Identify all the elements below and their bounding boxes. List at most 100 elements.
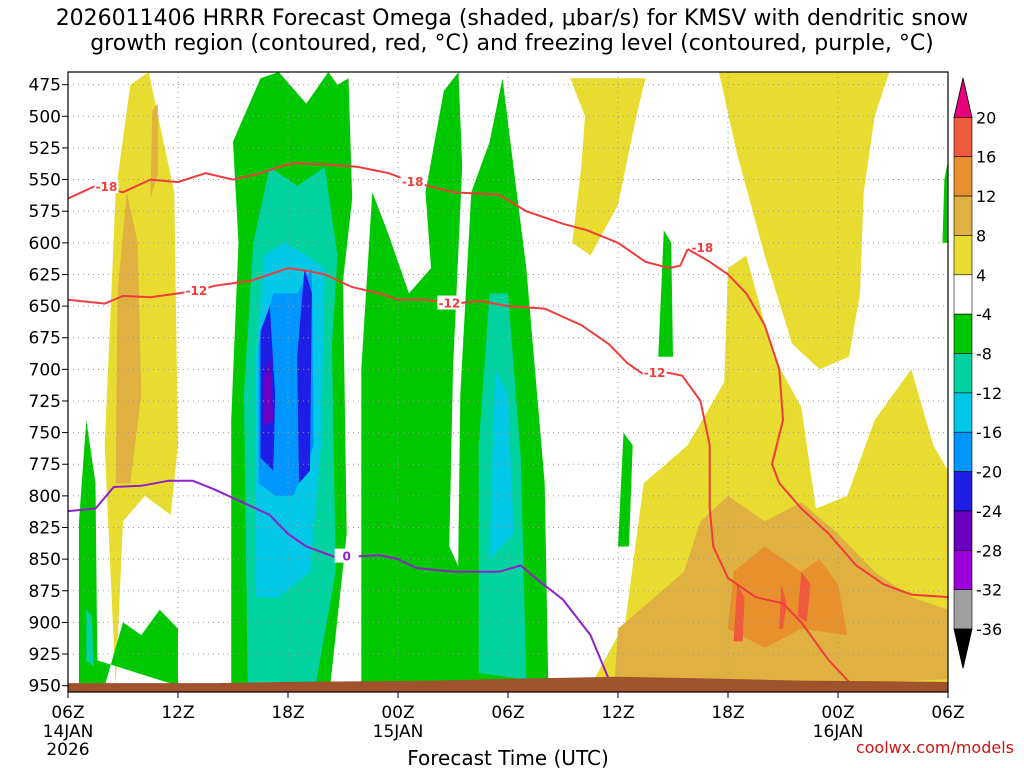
y-tick-label: 775 (29, 455, 61, 475)
green-column-06-07z (79, 420, 178, 686)
dgz-minus18-contour-label-bg (400, 174, 425, 189)
yellow-column-06-12z (104, 72, 178, 686)
colorbar-label: 12 (976, 187, 996, 206)
x-tick-label: 06Z (931, 703, 964, 723)
y-tick-label: 525 (29, 139, 61, 159)
colorbar-bin (953, 117, 973, 158)
red-core-20z (779, 584, 787, 629)
x-date-label: 14JAN (43, 722, 94, 742)
navy-core-19z (297, 268, 312, 484)
colorbar-label: -20 (976, 463, 1002, 482)
ground-fill (68, 676, 948, 692)
y-tick-label: 500 (29, 107, 61, 127)
colorbar-bin (953, 235, 973, 276)
colorbar-label: -24 (976, 502, 1002, 521)
x-tick-label: 12Z (161, 703, 194, 723)
red-core-22z (797, 571, 811, 623)
y-tick-label: 475 (29, 76, 61, 96)
colorbar-bin (953, 431, 973, 472)
y-tick-label: 900 (29, 613, 61, 633)
y-tick-label: 875 (29, 582, 61, 602)
green-edge-05z (942, 160, 948, 243)
orange-streak-10z (150, 103, 158, 199)
colorbar-label: 8 (976, 226, 986, 245)
colorbar-label: 4 (976, 266, 986, 285)
dgz-minus18-contour-label: -18 (402, 175, 424, 189)
colorbar-label: 16 (976, 148, 996, 167)
dgz-minus18-contour-label-bg (94, 179, 119, 194)
site-credit[interactable]: coolwx.com/models (856, 738, 1014, 757)
x-date-label: 15JAN (373, 722, 424, 742)
dgz-minus12-contour (68, 267, 948, 687)
y-tick-label: 950 (29, 677, 61, 697)
colorbar-bin (953, 392, 973, 433)
colorbar-label: -12 (976, 384, 1002, 403)
dgz-minus12-contour-label: -12 (185, 284, 207, 298)
y-tick-label: 800 (29, 487, 61, 507)
y-tick-label: 700 (29, 360, 61, 380)
x-tick-label: 00Z (381, 703, 414, 723)
colorbar-top-arrow (953, 77, 973, 118)
y-tick-label: 725 (29, 392, 61, 412)
colorbar-bin (953, 195, 973, 236)
x-tick-label: 12Z (601, 703, 634, 723)
chart-title-line1: 2026011406 HRRR Forecast Omega (shaded, … (55, 6, 969, 31)
green-spot-13z (618, 432, 633, 547)
y-tick-label: 850 (29, 550, 61, 570)
colorbar-bin (953, 510, 973, 551)
orange-core-18-21z (728, 546, 848, 648)
x-axis-title: Forecast Time (UTC) (407, 746, 609, 768)
colorbar-bin (953, 313, 973, 354)
omega-shading (79, 72, 948, 686)
colorbar-bottom-arrow (953, 628, 973, 669)
colorbar-bin (953, 550, 973, 590)
colorbar-bin (953, 274, 973, 315)
colorbar-bin (953, 471, 973, 512)
dgz-minus18-contour-label: -18 (96, 180, 118, 194)
x-year-label: 2026 (46, 740, 89, 760)
colorbar-label: -4 (976, 305, 992, 324)
x-tick-label: 06Z (491, 703, 524, 723)
purple-core-17z (264, 356, 274, 427)
y-tick-label: 575 (29, 202, 61, 222)
dgz-minus12-contour-label: -12 (644, 366, 666, 380)
x-tick-label: 18Z (271, 703, 304, 723)
dgz-minus12-contour-label-bg (437, 295, 462, 310)
y-axis: 475 500 525 550 575 600 625 650 675 700 725 750 775 8… (29, 76, 68, 697)
colorbar-label: -8 (976, 345, 992, 364)
y-tick-label: 675 (29, 329, 61, 349)
x-tick-label: 06Z (51, 703, 84, 723)
y-tick-label: 925 (29, 645, 61, 665)
y-tick-label: 650 (29, 297, 61, 317)
y-tick-label: 600 (29, 234, 61, 254)
dgz-minus12-contour-label-bg (184, 282, 209, 297)
cyan-col-05-07z (489, 369, 514, 560)
colorbar-bin (953, 156, 973, 197)
yellow-upper-center (570, 78, 646, 256)
contour-lines: -18 -18 -18 -12 -12 -12 0 (68, 162, 948, 687)
red-core-18z (733, 584, 745, 642)
dgz-minus12-contour-label-bg (642, 365, 667, 380)
chart-title-line2: growth region (contoured, red, °C) and f… (90, 31, 934, 56)
colorbar-label: -28 (976, 541, 1002, 560)
y-tick-label: 750 (29, 424, 61, 444)
yellow-upper-right (718, 72, 890, 370)
dgz-minus18-contour-label: -18 (691, 241, 713, 255)
freezing-level-contour (68, 479, 610, 680)
freezing-level-contour-label: 0 (342, 550, 350, 564)
ground-layer (68, 676, 948, 692)
dgz-minus18-right-contour (687, 248, 948, 599)
colorbar-label: -36 (976, 620, 1002, 639)
grid-lines (68, 72, 948, 692)
dgz-minus18-contour (68, 162, 689, 270)
y-tick-label: 825 (29, 519, 61, 539)
colorbar-bin (953, 589, 973, 630)
colorbar-label: 20 (976, 108, 996, 127)
colorbar-label: -32 (976, 581, 1002, 600)
x-tick-label: 00Z (821, 703, 854, 723)
y-tick-label: 550 (29, 171, 61, 191)
dgz-minus12-contour-label: -12 (438, 297, 460, 311)
teal-spot-07z (86, 609, 94, 667)
freezing-level-contour-label-bg (334, 548, 359, 563)
